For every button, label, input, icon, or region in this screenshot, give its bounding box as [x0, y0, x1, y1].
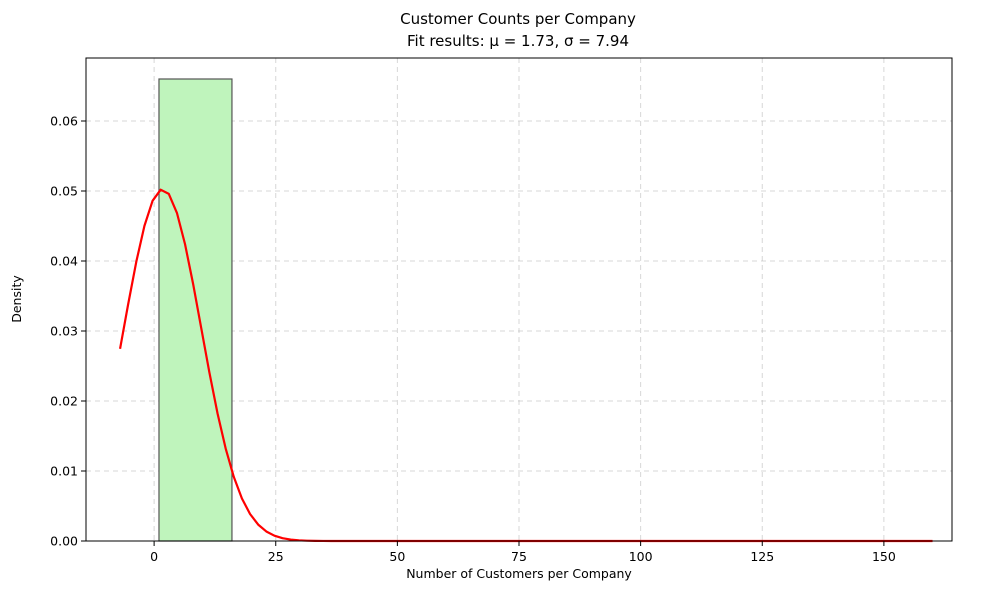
y-tick-label: 0.00: [50, 534, 78, 549]
y-tick-label: 0.04: [50, 254, 78, 269]
chart-subtitle: Fit results: μ = 1.73, σ = 7.94: [407, 32, 629, 50]
x-axis-label: Number of Customers per Company: [406, 566, 632, 581]
x-tick-label: 125: [750, 549, 774, 564]
y-axis: 0.00 0.01 0.02 0.03 0.04 0.05 0.06: [50, 114, 86, 549]
y-tick-label: 0.02: [50, 394, 78, 409]
y-tick-label: 0.03: [50, 324, 78, 339]
x-tick-label: 25: [268, 549, 284, 564]
x-tick-label: 0: [150, 549, 158, 564]
histogram-bar: [158, 78, 233, 542]
x-axis: 0 25 50 75 100 125 150: [150, 541, 896, 564]
y-tick-label: 0.06: [50, 114, 78, 129]
x-tick-label: 150: [872, 549, 896, 564]
x-tick-label: 100: [629, 549, 653, 564]
histogram-bars: [158, 78, 233, 542]
y-axis-label: Density: [9, 275, 24, 323]
chart-title: Customer Counts per Company: [400, 10, 636, 28]
x-tick-label: 75: [511, 549, 527, 564]
x-tick-label: 50: [389, 549, 405, 564]
y-tick-label: 0.01: [50, 464, 78, 479]
y-tick-label: 0.05: [50, 184, 78, 199]
